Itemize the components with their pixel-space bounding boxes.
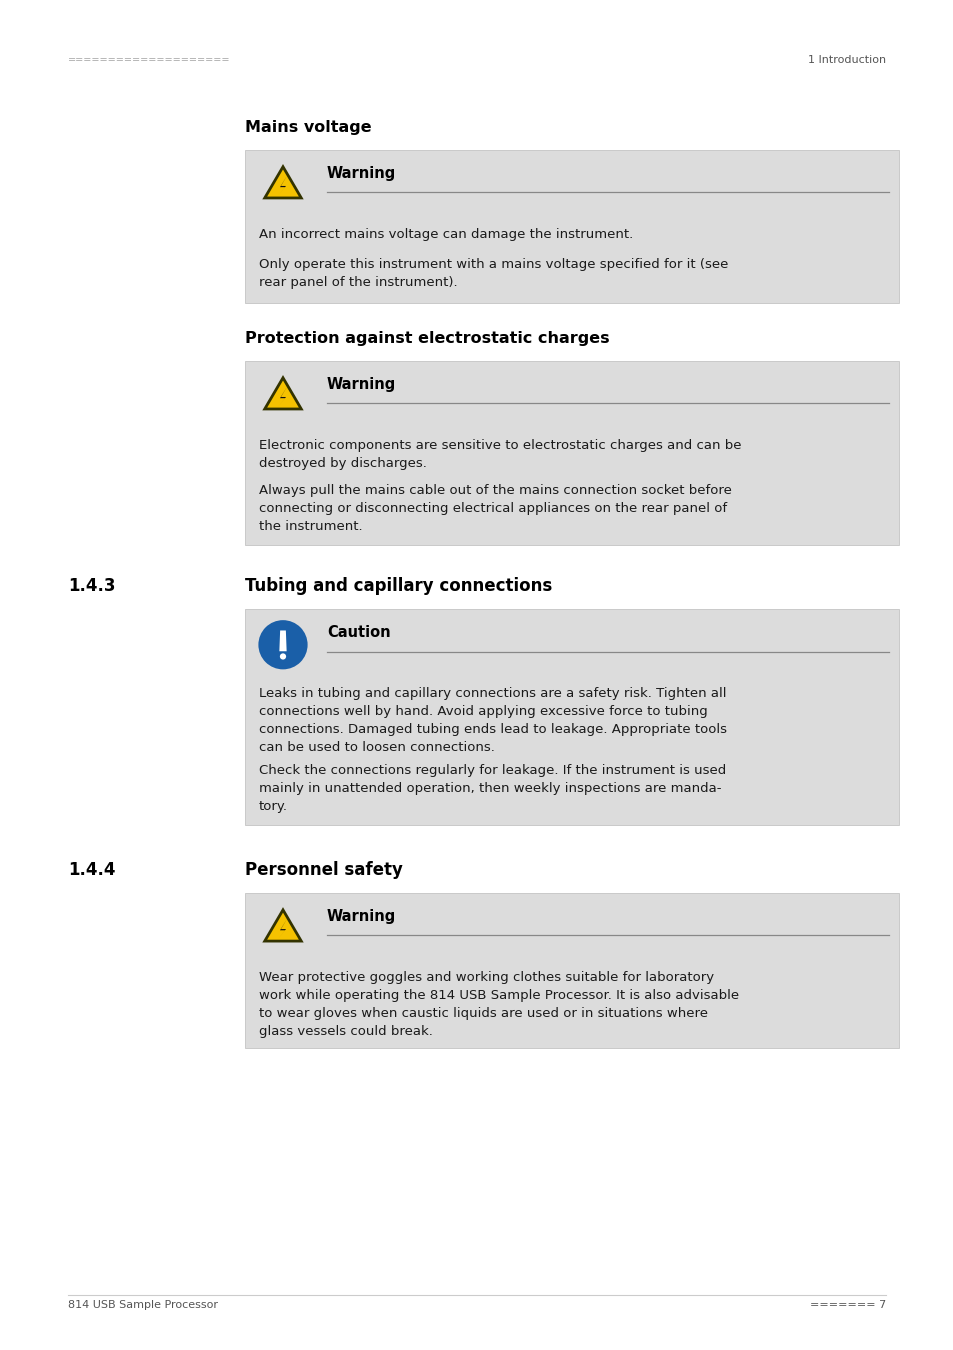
Text: Protection against electrostatic charges: Protection against electrostatic charges (245, 331, 609, 346)
Text: Personnel safety: Personnel safety (245, 861, 402, 879)
Text: Leaks in tubing and capillary connections are a safety risk. Tighten all
connect: Leaks in tubing and capillary connection… (258, 687, 726, 755)
Polygon shape (277, 176, 287, 196)
Polygon shape (277, 387, 287, 406)
Text: 814 USB Sample Processor: 814 USB Sample Processor (68, 1300, 218, 1310)
Polygon shape (277, 919, 287, 940)
FancyBboxPatch shape (245, 360, 898, 545)
Text: Check the connections regularly for leakage. If the instrument is used
mainly in: Check the connections regularly for leak… (258, 764, 725, 813)
Text: Only operate this instrument with a mains voltage specified for it (see
rear pan: Only operate this instrument with a main… (258, 258, 727, 289)
Circle shape (256, 618, 309, 671)
FancyBboxPatch shape (245, 894, 898, 1048)
Text: Caution: Caution (327, 625, 390, 640)
FancyBboxPatch shape (245, 609, 898, 825)
Text: Wear protective goggles and working clothes suitable for laboratory
work while o: Wear protective goggles and working clot… (258, 971, 739, 1038)
Text: Warning: Warning (327, 909, 395, 925)
Text: Electronic components are sensitive to electrostatic charges and can be
destroye: Electronic components are sensitive to e… (258, 439, 740, 470)
Text: An incorrect mains voltage can damage the instrument.: An incorrect mains voltage can damage th… (258, 228, 633, 242)
Polygon shape (279, 630, 286, 651)
Polygon shape (264, 167, 301, 198)
Text: 1.4.4: 1.4.4 (68, 861, 115, 879)
Text: Always pull the mains cable out of the mains connection socket before
connecting: Always pull the mains cable out of the m… (258, 485, 731, 533)
Text: Warning: Warning (327, 377, 395, 392)
Text: 1.4.3: 1.4.3 (68, 578, 115, 595)
Text: ====================: ==================== (68, 55, 231, 65)
Polygon shape (264, 378, 301, 409)
Text: 1 Introduction: 1 Introduction (807, 55, 885, 65)
Circle shape (279, 653, 286, 660)
Text: Warning: Warning (327, 166, 395, 181)
Text: Tubing and capillary connections: Tubing and capillary connections (245, 578, 552, 595)
Text: ======= 7: ======= 7 (809, 1300, 885, 1310)
FancyBboxPatch shape (245, 150, 898, 302)
Text: Mains voltage: Mains voltage (245, 120, 372, 135)
Polygon shape (264, 910, 301, 941)
